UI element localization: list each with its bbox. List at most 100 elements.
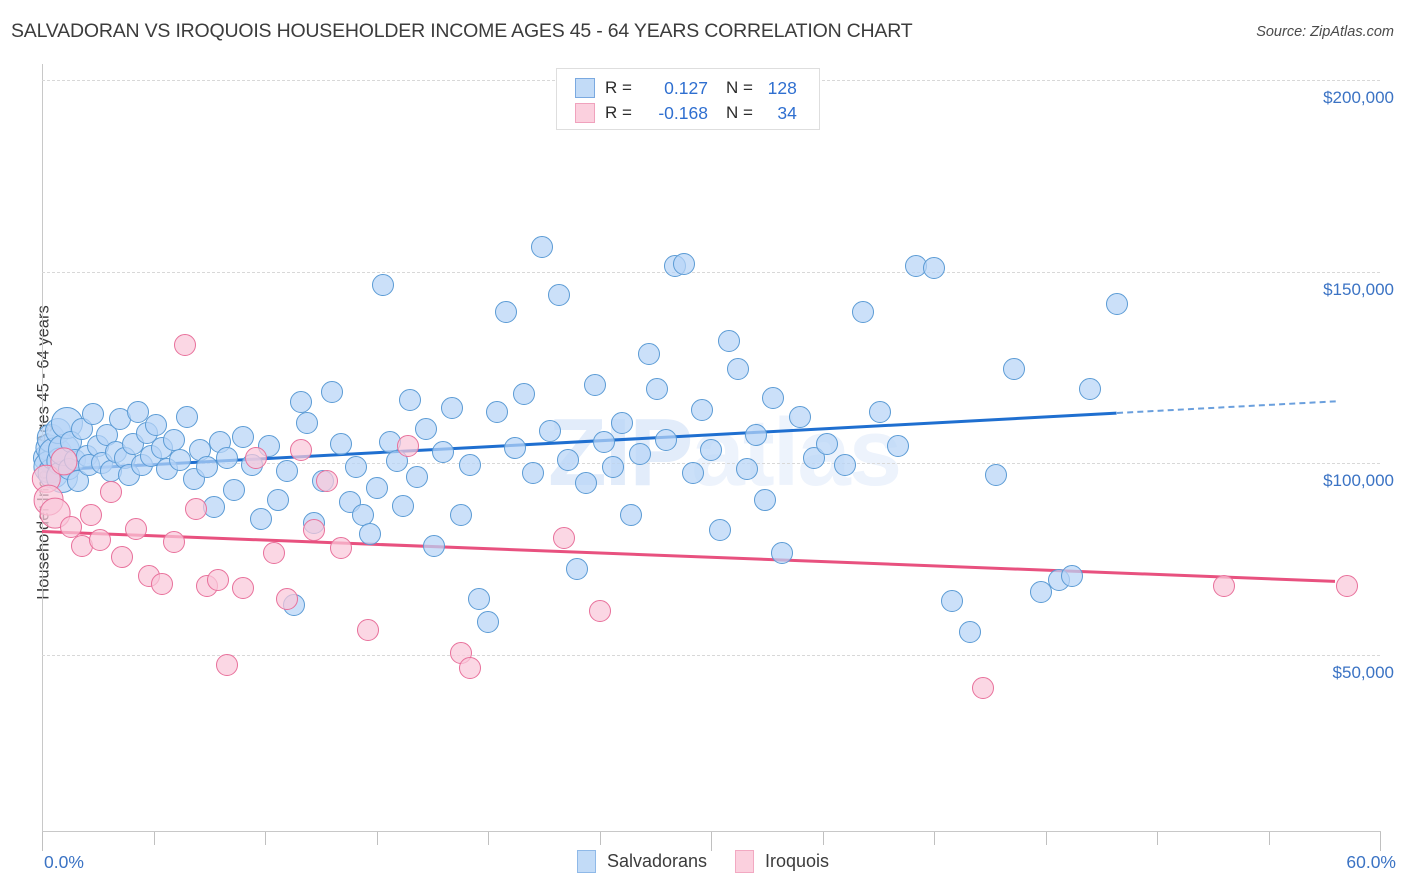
data-point-pink[interactable] xyxy=(50,447,78,475)
data-point-blue[interactable] xyxy=(869,400,892,423)
data-point-pink[interactable] xyxy=(151,573,174,596)
data-point-pink[interactable] xyxy=(124,517,147,540)
data-point-pink[interactable] xyxy=(459,657,482,680)
data-point-blue[interactable] xyxy=(815,433,838,456)
data-point-blue[interactable] xyxy=(82,402,105,425)
data-point-pink[interactable] xyxy=(216,653,239,676)
data-point-blue[interactable] xyxy=(601,456,624,479)
data-point-blue[interactable] xyxy=(126,400,149,423)
data-point-blue[interactable] xyxy=(296,412,319,435)
data-point-pink[interactable] xyxy=(303,519,326,542)
data-point-blue[interactable] xyxy=(958,621,981,643)
data-point-blue[interactable] xyxy=(985,463,1008,486)
data-point-pink[interactable] xyxy=(262,542,285,565)
data-point-blue[interactable] xyxy=(557,448,580,471)
data-point-blue[interactable] xyxy=(592,431,615,454)
data-point-blue[interactable] xyxy=(682,461,705,484)
legend-item-iroquois[interactable]: Iroquois xyxy=(735,850,829,873)
data-point-blue[interactable] xyxy=(789,406,812,429)
data-point-pink[interactable] xyxy=(356,619,379,642)
data-point-blue[interactable] xyxy=(610,412,633,435)
data-point-pink[interactable] xyxy=(289,438,312,461)
data-point-blue[interactable] xyxy=(744,423,767,446)
data-point-blue[interactable] xyxy=(289,391,312,413)
data-point-pink[interactable] xyxy=(184,498,207,521)
data-point-blue[interactable] xyxy=(414,417,437,440)
data-point-blue[interactable] xyxy=(637,343,660,366)
data-point-blue[interactable] xyxy=(459,454,482,477)
data-point-blue[interactable] xyxy=(276,460,299,482)
data-point-pink[interactable] xyxy=(276,588,299,611)
data-point-pink[interactable] xyxy=(588,599,611,622)
data-point-blue[interactable] xyxy=(320,381,343,404)
data-point-blue[interactable] xyxy=(450,504,473,527)
data-point-blue[interactable] xyxy=(358,523,381,546)
data-point-pink[interactable] xyxy=(88,529,111,551)
data-point-blue[interactable] xyxy=(372,274,395,297)
data-point-blue[interactable] xyxy=(691,398,714,421)
data-point-pink[interactable] xyxy=(100,481,123,504)
data-point-blue[interactable] xyxy=(365,477,388,500)
data-point-blue[interactable] xyxy=(717,329,740,352)
data-point-pink[interactable] xyxy=(396,435,419,458)
data-point-pink[interactable] xyxy=(231,576,254,599)
data-point-blue[interactable] xyxy=(398,389,421,412)
data-point-blue[interactable] xyxy=(144,414,167,436)
data-point-pink[interactable] xyxy=(329,536,352,559)
data-point-blue[interactable] xyxy=(249,507,272,530)
data-point-blue[interactable] xyxy=(477,611,499,634)
data-point-blue[interactable] xyxy=(485,400,508,423)
data-point-blue[interactable] xyxy=(940,590,963,613)
data-point-blue[interactable] xyxy=(521,461,544,484)
data-point-pink[interactable] xyxy=(1335,575,1358,597)
data-point-blue[interactable] xyxy=(1079,377,1102,400)
data-point-blue[interactable] xyxy=(222,479,245,502)
data-point-blue[interactable] xyxy=(405,465,428,488)
data-point-pink[interactable] xyxy=(59,515,82,538)
data-point-blue[interactable] xyxy=(735,458,758,481)
data-point-blue[interactable] xyxy=(1003,358,1026,381)
data-point-blue[interactable] xyxy=(216,446,239,469)
data-point-blue[interactable] xyxy=(169,448,192,471)
data-point-blue[interactable] xyxy=(628,442,651,465)
data-point-pink[interactable] xyxy=(245,446,268,469)
data-point-pink[interactable] xyxy=(972,676,995,699)
data-point-blue[interactable] xyxy=(1061,565,1084,588)
data-point-blue[interactable] xyxy=(503,437,526,459)
data-point-blue[interactable] xyxy=(673,253,696,275)
data-point-blue[interactable] xyxy=(175,406,198,429)
data-point-blue[interactable] xyxy=(700,438,722,461)
data-point-blue[interactable] xyxy=(494,300,517,323)
data-point-blue[interactable] xyxy=(423,534,446,557)
data-point-pink[interactable] xyxy=(316,469,339,492)
data-point-pink[interactable] xyxy=(552,527,575,550)
data-point-blue[interactable] xyxy=(708,519,731,542)
data-point-blue[interactable] xyxy=(1105,293,1128,316)
data-point-blue[interactable] xyxy=(833,454,856,477)
data-point-blue[interactable] xyxy=(762,387,785,410)
data-point-pink[interactable] xyxy=(162,530,185,553)
data-point-blue[interactable] xyxy=(566,557,589,580)
data-point-blue[interactable] xyxy=(468,588,491,611)
data-point-blue[interactable] xyxy=(655,429,678,452)
data-point-blue[interactable] xyxy=(619,504,642,527)
data-point-blue[interactable] xyxy=(441,396,464,419)
data-point-blue[interactable] xyxy=(231,425,254,448)
data-point-blue[interactable] xyxy=(923,256,945,279)
data-point-pink[interactable] xyxy=(80,504,103,527)
data-point-blue[interactable] xyxy=(1030,580,1053,603)
data-point-blue[interactable] xyxy=(584,373,607,396)
data-point-blue[interactable] xyxy=(575,471,598,494)
legend-item-salvadorans[interactable]: Salvadorans xyxy=(576,850,707,873)
data-point-blue[interactable] xyxy=(851,300,874,323)
data-point-pink[interactable] xyxy=(1212,575,1235,597)
data-point-blue[interactable] xyxy=(267,488,290,511)
data-point-blue[interactable] xyxy=(726,358,749,381)
data-point-blue[interactable] xyxy=(548,283,571,306)
data-point-blue[interactable] xyxy=(887,435,910,458)
data-point-pink[interactable] xyxy=(207,569,230,592)
data-point-blue[interactable] xyxy=(512,383,535,406)
data-point-pink[interactable] xyxy=(173,333,196,356)
data-point-blue[interactable] xyxy=(329,433,352,456)
data-point-blue[interactable] xyxy=(771,542,794,565)
